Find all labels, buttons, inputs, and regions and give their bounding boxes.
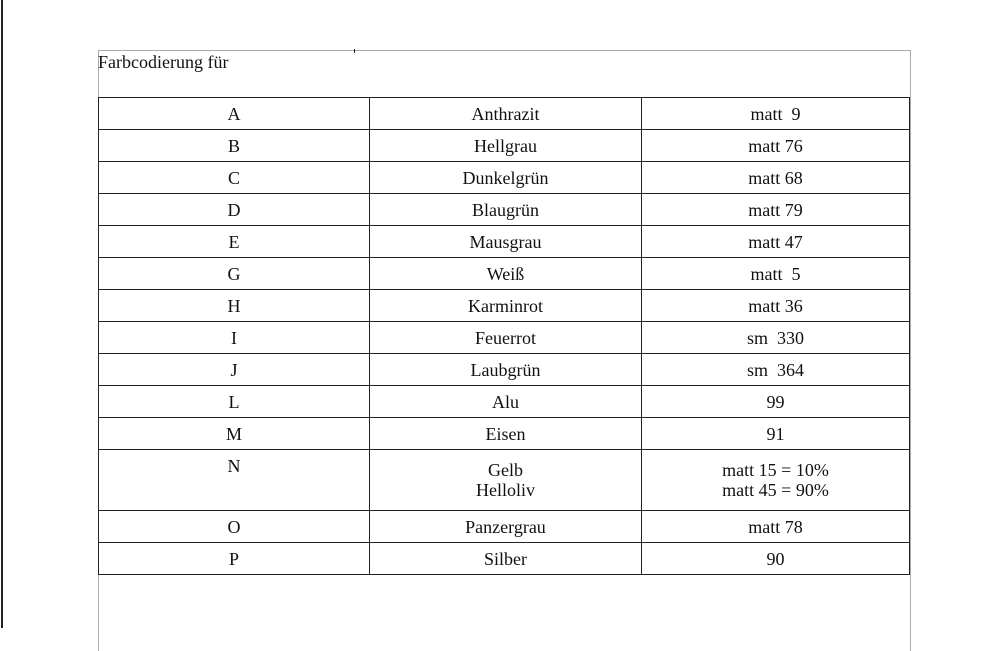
color-text: Silber	[484, 548, 527, 569]
table-row: P Silber 90	[98, 542, 910, 575]
window-edge	[1, 0, 3, 628]
value-cell: sm 364	[641, 353, 910, 386]
value-cell: matt 5	[641, 257, 910, 290]
value-cell: 90	[641, 542, 910, 575]
color-cell: Dunkelgrün	[369, 161, 642, 194]
value-text: matt 79	[748, 199, 803, 220]
code-cell: O	[98, 510, 370, 543]
table-row: I Feuerrot sm 330	[98, 321, 910, 354]
color-text: Feuerrot	[475, 327, 536, 348]
table-row: O Panzergrau matt 78	[98, 510, 910, 543]
color-text: Karminrot	[468, 295, 543, 316]
code-cell: B	[98, 129, 370, 162]
color-text: Hellgrau	[474, 135, 537, 156]
color-cell: Gelb Helloliv	[369, 449, 642, 511]
value-text: 91	[766, 423, 785, 444]
color-text: Dunkelgrün	[462, 167, 549, 188]
table-row: A Anthrazit matt 9	[98, 97, 910, 130]
value-text: 90	[766, 548, 785, 569]
code-cell: J	[98, 353, 370, 386]
value-cell: matt 47	[641, 225, 910, 258]
color-cell: Eisen	[369, 417, 642, 450]
value-text: 99	[766, 391, 785, 412]
table-row: G Weiß matt 5	[98, 257, 910, 290]
code-cell: P	[98, 542, 370, 575]
color-cell: Laubgrün	[369, 353, 642, 386]
value-cell: matt 76	[641, 129, 910, 162]
color-text: Anthrazit	[471, 103, 540, 124]
color-text: Eisen	[485, 423, 526, 444]
color-text: Gelb	[488, 460, 523, 480]
value-text: matt 9	[750, 103, 801, 124]
table-row: C Dunkelgrün matt 68	[98, 161, 910, 194]
table-row: B Hellgrau matt 76	[98, 129, 910, 162]
table-row: E Mausgrau matt 47	[98, 225, 910, 258]
value-cell: matt 15 = 10% matt 45 = 90%	[641, 449, 910, 511]
color-cell: Anthrazit	[369, 97, 642, 130]
value-text: matt 76	[748, 135, 803, 156]
value-text: matt 45 = 90%	[722, 480, 829, 500]
value-text: matt 68	[748, 167, 803, 188]
color-text: Blaugrün	[472, 199, 539, 220]
document-caption: Farbcodierung für	[98, 52, 229, 72]
code-cell: G	[98, 257, 370, 290]
value-text: matt 5	[750, 263, 801, 284]
color-cell: Feuerrot	[369, 321, 642, 354]
value-cell: matt 79	[641, 193, 910, 226]
color-cell: Blaugrün	[369, 193, 642, 226]
value-cell: matt 78	[641, 510, 910, 543]
value-text: matt 15 = 10%	[722, 460, 829, 480]
table-row: L Alu 99	[98, 385, 910, 418]
code-cell: D	[98, 193, 370, 226]
value-cell: matt 9	[641, 97, 910, 130]
code-cell: L	[98, 385, 370, 418]
code-cell: I	[98, 321, 370, 354]
color-cell: Alu	[369, 385, 642, 418]
code-cell: E	[98, 225, 370, 258]
value-text: matt 78	[748, 516, 803, 537]
value-text: sm 364	[746, 359, 804, 380]
color-cell: Hellgrau	[369, 129, 642, 162]
table-row: H Karminrot matt 36	[98, 289, 910, 322]
code-cell: N	[98, 449, 370, 511]
color-text: Laubgrün	[470, 359, 541, 380]
value-cell: matt 36	[641, 289, 910, 322]
color-text: Panzergrau	[465, 516, 546, 537]
code-cell: M	[98, 417, 370, 450]
table-row: J Laubgrün sm 364	[98, 353, 910, 386]
code-cell: C	[98, 161, 370, 194]
code-cell: H	[98, 289, 370, 322]
table-row: D Blaugrün matt 79	[98, 193, 910, 226]
code-cell: A	[98, 97, 370, 130]
value-text: sm 330	[746, 327, 804, 348]
value-text: matt 47	[748, 231, 803, 252]
color-cell: Weiß	[369, 257, 642, 290]
color-cell: Karminrot	[369, 289, 642, 322]
value-cell: matt 68	[641, 161, 910, 194]
value-text: matt 36	[748, 295, 803, 316]
cursor-mark	[354, 49, 355, 53]
color-cell: Panzergrau	[369, 510, 642, 543]
color-cell: Mausgrau	[369, 225, 642, 258]
color-text: Alu	[492, 391, 519, 412]
value-cell: 99	[641, 385, 910, 418]
value-cell: sm 330	[641, 321, 910, 354]
value-cell: 91	[641, 417, 910, 450]
color-text: Helloliv	[476, 480, 535, 500]
color-text: Weiß	[486, 263, 525, 284]
color-cell: Silber	[369, 542, 642, 575]
table-row: M Eisen 91	[98, 417, 910, 450]
table-row: N Gelb Helloliv matt 15 = 10% matt 45 = 90%	[98, 449, 910, 511]
color-code-table: A Anthrazit matt 9 B Hellgrau matt 76 C Dunkelg…	[98, 97, 910, 575]
color-text: Mausgrau	[469, 231, 542, 252]
